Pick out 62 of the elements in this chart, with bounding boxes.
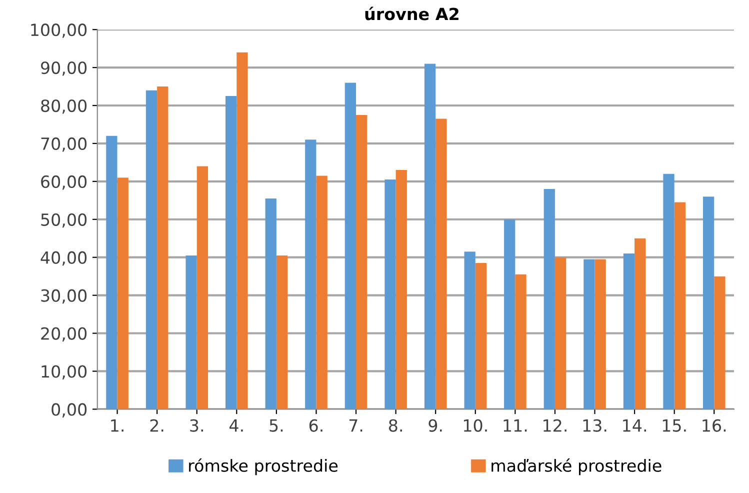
bar xyxy=(236,52,248,410)
y-tick-label: 90,00 xyxy=(40,62,87,76)
x-tick-label: 14. xyxy=(623,419,646,432)
y-tick-label: 0,00 xyxy=(52,403,87,418)
x-tick-label: 7. xyxy=(349,419,362,432)
bar xyxy=(356,114,368,410)
bar xyxy=(504,219,516,410)
bar xyxy=(316,176,328,410)
y-tick-label: 60,00 xyxy=(41,175,87,190)
x-tick-label: 8. xyxy=(388,419,402,432)
bar xyxy=(594,259,606,410)
y-tick-label: 100,00 xyxy=(31,24,87,38)
x-tick-label: 10. xyxy=(464,419,487,432)
bar xyxy=(344,82,356,410)
bar xyxy=(396,170,407,410)
y-tick-label: 30,00 xyxy=(41,289,87,304)
x-tick-label: 3. xyxy=(190,419,203,432)
bar xyxy=(225,96,237,410)
bar xyxy=(515,274,526,410)
bar xyxy=(106,136,118,410)
chart-title: úrovne A2 xyxy=(365,6,458,20)
y-tick-label: 20,00 xyxy=(41,327,87,342)
y-tick-label: 80,00 xyxy=(41,99,87,114)
bar xyxy=(584,259,595,410)
bar xyxy=(384,180,396,410)
bar xyxy=(146,90,158,410)
bar xyxy=(623,254,635,410)
x-tick-label: 1. xyxy=(111,419,124,432)
bar xyxy=(196,166,208,410)
y-tick-label: 10,00 xyxy=(42,365,87,380)
x-tick-label: 9. xyxy=(428,419,442,432)
y-tick-label: 70,00 xyxy=(41,137,87,152)
bar xyxy=(117,178,128,410)
x-tick-label: 6. xyxy=(309,419,322,432)
x-tick-label: 16. xyxy=(702,419,726,432)
bar xyxy=(276,255,288,410)
bar xyxy=(424,64,436,410)
x-tick-label: 11. xyxy=(504,419,527,432)
y-tick-label: 50,00 xyxy=(41,213,87,228)
x-tick-label: 13. xyxy=(583,419,606,432)
bar xyxy=(464,252,476,410)
legend-label: maďarské prostredie xyxy=(492,458,662,476)
bar xyxy=(186,255,197,410)
x-tick-label: 5. xyxy=(270,419,283,432)
x-tick-label: 2. xyxy=(150,419,164,432)
bar xyxy=(554,257,566,410)
legend-label: rómske prostredie xyxy=(189,458,338,476)
bar xyxy=(714,276,726,410)
bar xyxy=(702,196,714,410)
bar xyxy=(663,174,674,410)
bar xyxy=(436,118,447,410)
bar xyxy=(157,86,168,410)
bar xyxy=(544,189,555,410)
x-tick-label: 15. xyxy=(662,419,686,432)
x-tick-label: 4. xyxy=(230,419,243,432)
x-tick-label: 12. xyxy=(544,419,566,432)
bar xyxy=(674,202,686,410)
bar xyxy=(634,238,646,410)
y-tick-label: 40,00 xyxy=(40,251,87,266)
bar xyxy=(265,198,276,410)
bar xyxy=(305,140,316,410)
bar xyxy=(475,263,487,410)
